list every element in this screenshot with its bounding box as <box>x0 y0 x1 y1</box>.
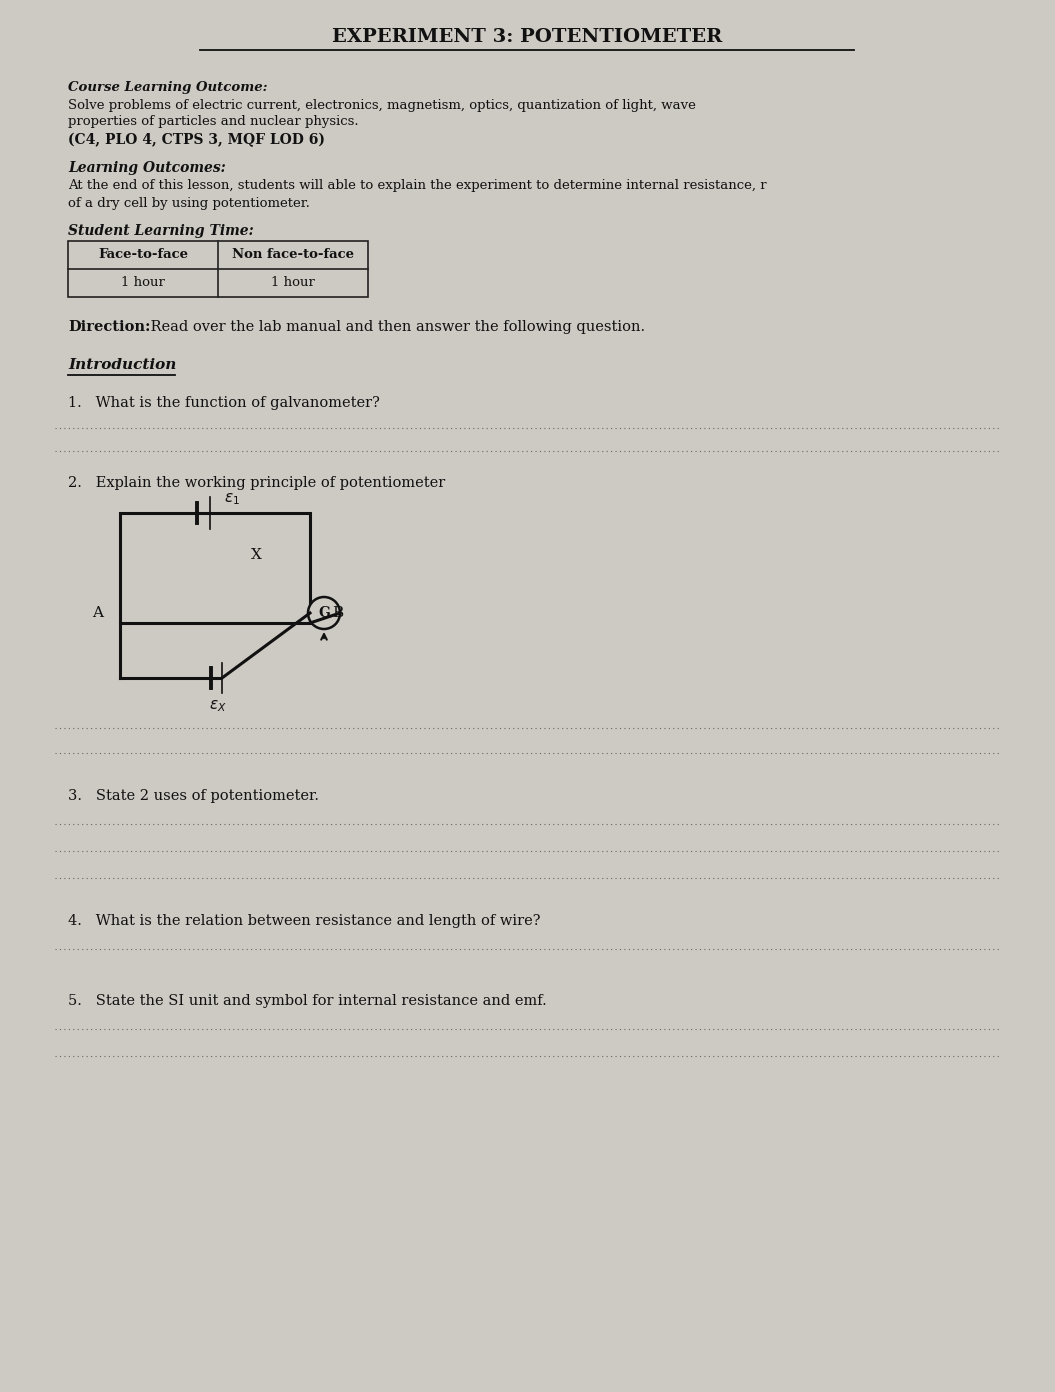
Text: Read over the lab manual and then answer the following question.: Read over the lab manual and then answer… <box>146 320 645 334</box>
Text: B: B <box>332 606 344 619</box>
Text: (C4, PLO 4, CTPS 3, MQF LOD 6): (C4, PLO 4, CTPS 3, MQF LOD 6) <box>68 132 325 148</box>
Text: Student Learning Time:: Student Learning Time: <box>68 224 254 238</box>
Text: Course Learning Outcome:: Course Learning Outcome: <box>68 81 268 93</box>
Text: At the end of this lesson, students will able to explain the experiment to deter: At the end of this lesson, students will… <box>68 180 767 192</box>
Text: properties of particles and nuclear physics.: properties of particles and nuclear phys… <box>68 116 359 128</box>
Bar <box>120 514 310 624</box>
Text: Solve problems of electric current, electronics, magnetism, optics, quantization: Solve problems of electric current, elec… <box>68 99 696 111</box>
Text: 1 hour: 1 hour <box>121 277 165 290</box>
Bar <box>68 241 368 296</box>
Text: Learning Outcomes:: Learning Outcomes: <box>68 161 226 175</box>
Text: $\varepsilon_1$: $\varepsilon_1$ <box>224 491 239 507</box>
Circle shape <box>308 597 340 629</box>
Text: Introduction: Introduction <box>68 358 176 372</box>
Text: G: G <box>318 606 330 619</box>
Text: 2.   Explain the working principle of potentiometer: 2. Explain the working principle of pote… <box>68 476 445 490</box>
Text: of a dry cell by using potentiometer.: of a dry cell by using potentiometer. <box>68 196 310 210</box>
Text: Face-to-face: Face-to-face <box>98 249 188 262</box>
Text: 5.   State the SI unit and symbol for internal resistance and emf.: 5. State the SI unit and symbol for inte… <box>68 994 546 1008</box>
Text: Direction:: Direction: <box>68 320 151 334</box>
Text: 1.   What is the function of galvanometer?: 1. What is the function of galvanometer? <box>68 395 380 411</box>
Text: A: A <box>93 606 103 619</box>
Text: 1 hour: 1 hour <box>271 277 315 290</box>
Text: Non face-to-face: Non face-to-face <box>232 249 354 262</box>
Text: 4.   What is the relation between resistance and length of wire?: 4. What is the relation between resistan… <box>68 915 540 928</box>
Text: 3.   State 2 uses of potentiometer.: 3. State 2 uses of potentiometer. <box>68 789 319 803</box>
Text: X: X <box>251 548 263 562</box>
Text: $\varepsilon_X$: $\varepsilon_X$ <box>209 699 227 714</box>
Text: EXPERIMENT 3: POTENTIOMETER: EXPERIMENT 3: POTENTIOMETER <box>332 28 722 46</box>
